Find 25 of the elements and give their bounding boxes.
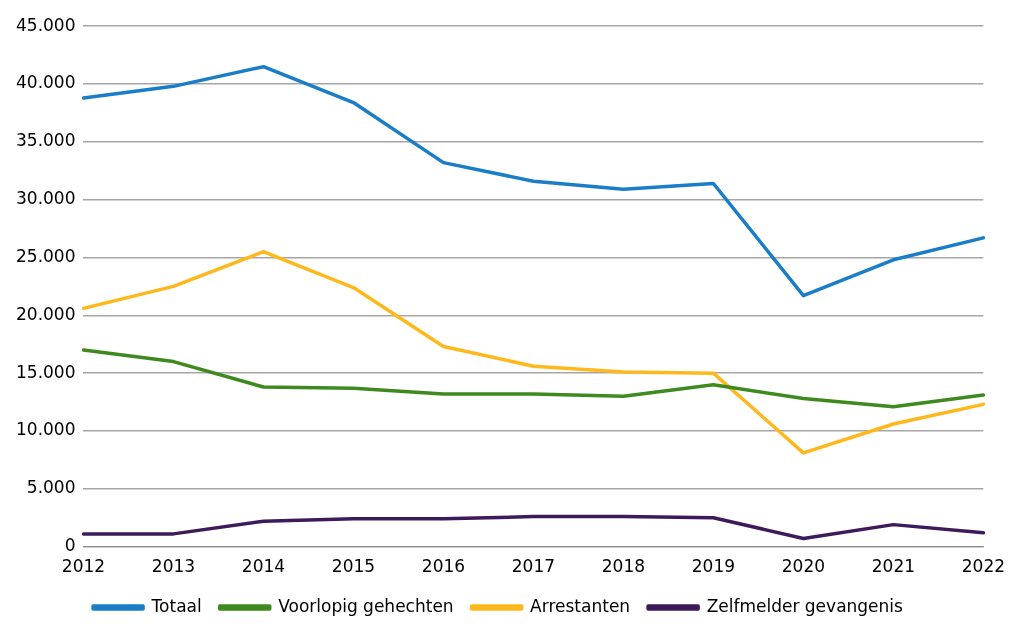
- y-tick-label: 10.000: [16, 419, 76, 440]
- x-tick-label: 2021: [871, 556, 916, 577]
- x-tick-label: 2013: [151, 556, 196, 577]
- y-tick-label: 45.000: [16, 14, 76, 35]
- y-tick-label: 25.000: [16, 245, 76, 266]
- y-tick-label: 30.000: [16, 188, 76, 209]
- y-tick-label: 35.000: [16, 130, 76, 151]
- x-tick-label: 2019: [691, 556, 736, 577]
- legend-label: Voorlopig gehechten: [278, 595, 454, 616]
- legend-label: Zelfmelder gevangenis: [706, 595, 904, 616]
- x-tick-label: 2016: [421, 556, 466, 577]
- x-tick-label: 2014: [241, 556, 286, 577]
- x-tick-label: 2012: [61, 556, 106, 577]
- x-tick-label: 2015: [331, 556, 376, 577]
- x-tick-label: 2018: [601, 556, 646, 577]
- y-tick-label: 0: [64, 535, 76, 556]
- x-tick-label: 2020: [781, 556, 826, 577]
- legend-label: Totaal: [150, 595, 202, 616]
- y-tick-label: 15.000: [16, 361, 76, 382]
- y-tick-label: 5.000: [26, 477, 76, 498]
- x-tick-label: 2017: [511, 556, 556, 577]
- y-tick-label: 40.000: [16, 72, 76, 93]
- legend-label: Arrestanten: [530, 595, 631, 616]
- x-tick-label: 2022: [961, 556, 1005, 577]
- y-tick-label: 20.000: [16, 303, 76, 324]
